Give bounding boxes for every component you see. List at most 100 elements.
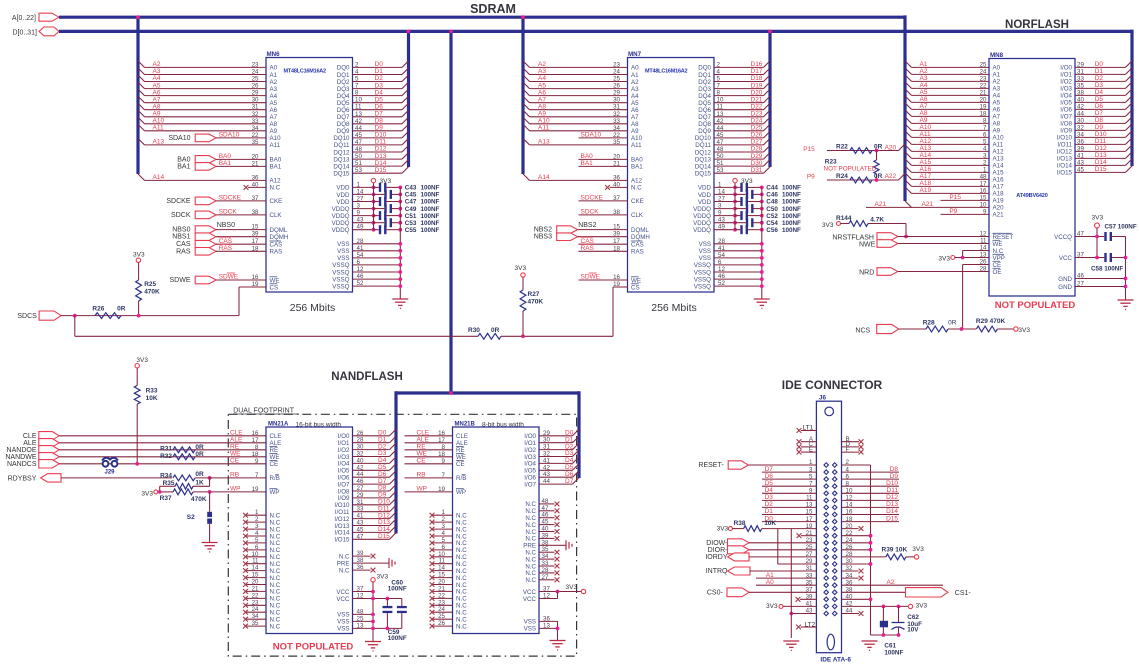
svg-text:39: 39 <box>806 594 813 601</box>
svg-text:43: 43 <box>357 217 364 224</box>
svg-text:VDDQ: VDDQ <box>332 213 350 220</box>
svg-text:RESET: RESET <box>993 234 1014 241</box>
svg-text:9: 9 <box>357 210 361 217</box>
svg-text:27: 27 <box>718 196 725 203</box>
svg-text:37: 37 <box>613 195 620 202</box>
svg-text:DQML: DQML <box>270 227 288 234</box>
svg-text:A9: A9 <box>920 117 928 124</box>
svg-text:VDD: VDD <box>336 199 350 206</box>
svg-text:I/O7: I/O7 <box>1060 114 1072 121</box>
svg-text:37: 37 <box>252 195 259 202</box>
svg-text:45: 45 <box>355 132 362 139</box>
svg-text:D: D <box>846 441 851 448</box>
svg-text:ALE: ALE <box>417 437 430 444</box>
svg-text:N.C: N.C <box>270 575 281 582</box>
svg-text:24: 24 <box>438 606 445 613</box>
svg-text:DQ15: DQ15 <box>333 171 350 178</box>
svg-text:D4: D4 <box>378 457 387 464</box>
svg-text:D7: D7 <box>378 478 387 485</box>
svg-text:A10: A10 <box>270 135 282 142</box>
svg-text:A8: A8 <box>631 121 639 128</box>
svg-text:DQ2: DQ2 <box>698 79 711 86</box>
svg-text:13: 13 <box>806 502 813 509</box>
svg-text:D12: D12 <box>375 146 387 153</box>
svg-text:470K: 470K <box>144 289 160 296</box>
svg-text:51: 51 <box>717 160 724 167</box>
svg-text:D5: D5 <box>565 464 574 471</box>
svg-text:D1: D1 <box>1095 68 1104 75</box>
svg-text:D14: D14 <box>1095 159 1107 166</box>
svg-text:BA0: BA0 <box>581 153 594 160</box>
svg-text:D13: D13 <box>375 153 387 160</box>
svg-text:DQ9: DQ9 <box>337 128 350 135</box>
svg-text:DQ3: DQ3 <box>698 86 711 93</box>
svg-text:MN7: MN7 <box>628 51 642 58</box>
svg-text:38: 38 <box>613 209 620 216</box>
svg-text:CLE: CLE <box>230 430 243 437</box>
svg-text:5: 5 <box>442 537 446 544</box>
svg-text:8: 8 <box>717 90 721 97</box>
svg-text:25: 25 <box>980 61 987 68</box>
svg-text:BA0: BA0 <box>177 156 190 163</box>
svg-text:17: 17 <box>806 516 813 523</box>
svg-text:19: 19 <box>613 281 620 288</box>
svg-text:CE: CE <box>456 461 465 468</box>
svg-text:D5: D5 <box>1095 96 1104 103</box>
svg-text:18: 18 <box>980 110 987 117</box>
svg-text:DQ4: DQ4 <box>698 93 711 100</box>
svg-text:21: 21 <box>806 530 813 537</box>
svg-text:11: 11 <box>252 558 259 565</box>
svg-text:50: 50 <box>717 153 724 160</box>
svg-text:3V3: 3V3 <box>916 602 928 609</box>
svg-text:A6: A6 <box>153 89 161 96</box>
svg-text:10V: 10V <box>907 627 919 634</box>
svg-text:GND: GND <box>1058 284 1072 291</box>
svg-text:D7: D7 <box>565 478 574 485</box>
svg-text:N.C: N.C <box>339 553 350 560</box>
svg-text:20: 20 <box>252 153 259 160</box>
svg-text:CAS: CAS <box>176 241 191 248</box>
svg-text:A6: A6 <box>538 89 546 96</box>
svg-text:BA1: BA1 <box>177 163 190 170</box>
svg-text:A15: A15 <box>993 170 1005 177</box>
svg-text:NANDWE: NANDWE <box>5 454 36 461</box>
svg-text:D8: D8 <box>378 485 387 492</box>
svg-text:VCC: VCC <box>1059 255 1073 262</box>
svg-text:D5: D5 <box>378 464 387 471</box>
svg-text:28: 28 <box>357 437 364 444</box>
svg-text:BA0: BA0 <box>270 157 282 164</box>
svg-text:22: 22 <box>980 82 987 89</box>
svg-text:C61: C61 <box>884 643 896 650</box>
svg-text:A3: A3 <box>538 68 546 75</box>
svg-text:30: 30 <box>846 558 853 565</box>
svg-text:I/O7: I/O7 <box>524 481 536 488</box>
svg-text:A11: A11 <box>153 125 164 132</box>
svg-text:R35: R35 <box>163 480 175 487</box>
svg-text:10: 10 <box>355 97 362 104</box>
svg-text:36: 36 <box>252 174 259 181</box>
svg-text:7: 7 <box>809 480 813 487</box>
svg-text:D12: D12 <box>1095 145 1107 152</box>
svg-text:23: 23 <box>806 537 813 544</box>
svg-text:15: 15 <box>252 572 259 579</box>
svg-text:36: 36 <box>357 564 364 571</box>
svg-text:I/O0: I/O0 <box>338 433 350 440</box>
svg-text:DQ10: DQ10 <box>333 135 350 142</box>
svg-text:DQ14: DQ14 <box>695 163 712 170</box>
svg-text:R33: R33 <box>146 388 158 395</box>
svg-text:VDDQ: VDDQ <box>693 206 711 213</box>
svg-text:C62: C62 <box>907 614 919 621</box>
svg-text:A12: A12 <box>270 178 282 185</box>
svg-text:12: 12 <box>718 266 725 273</box>
svg-text:17: 17 <box>252 437 259 444</box>
svg-text:SDA10: SDA10 <box>581 132 602 139</box>
svg-text:A3: A3 <box>631 86 639 93</box>
svg-text:VSS: VSS <box>337 626 349 633</box>
svg-text:3V3: 3V3 <box>741 178 753 185</box>
svg-text:N.C: N.C <box>456 526 467 533</box>
svg-text:17: 17 <box>438 437 445 444</box>
svg-text:43: 43 <box>543 471 550 478</box>
svg-text:D2: D2 <box>765 501 774 508</box>
svg-text:32: 32 <box>543 451 550 458</box>
svg-text:12: 12 <box>980 231 987 238</box>
